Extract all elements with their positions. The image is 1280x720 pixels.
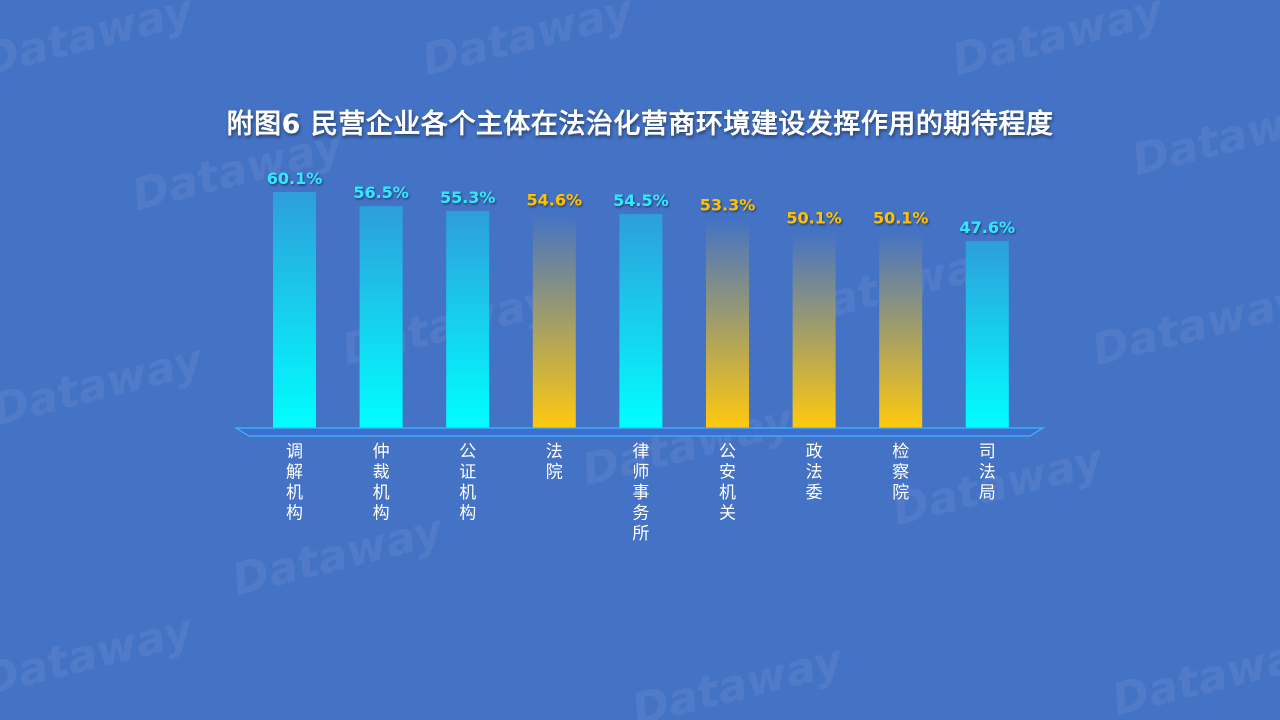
category-label-9: 司法局 [979, 442, 996, 503]
bar-2 [359, 206, 403, 428]
category-label-8: 检察院 [892, 442, 909, 503]
value-label-7: 50.1% [786, 208, 842, 227]
bar-6 [706, 218, 749, 428]
bar-7 [792, 231, 836, 428]
value-label-9: 47.6% [960, 218, 1016, 237]
value-label-1: 60.1% [267, 169, 323, 188]
chart-title: 附图6 民营企业各个主体在法治化营商环境建设发挥作用的期待程度 [226, 109, 1054, 140]
value-label-8: 50.1% [873, 208, 929, 227]
bar-4 [532, 213, 576, 428]
category-labels-group: 调解机构 仲裁机构 公证机构 法院 律师事务所 公安机关 政法委 检察院 司法局 [286, 442, 996, 544]
category-label-5: 律师事务所 [632, 442, 649, 544]
category-label-6: 公安机关 [719, 442, 736, 524]
bar-1 [273, 192, 316, 428]
value-label-6: 53.3% [700, 196, 756, 215]
value-label-3: 55.3% [440, 188, 496, 207]
category-label-1: 调解机构 [286, 442, 303, 524]
value-label-5: 54.5% [613, 191, 669, 210]
bar-3 [446, 210, 490, 428]
bar-5 [619, 214, 663, 428]
category-label-4: 法院 [546, 442, 563, 483]
bars-group [273, 192, 1009, 428]
bar-8 [879, 231, 923, 428]
value-label-2: 56.5% [353, 183, 409, 202]
value-label-4: 54.6% [527, 191, 583, 210]
value-labels-group: 60.1% 56.5% 55.3% 54.6% 54.5% 53.3% 50.1% 50.1%… [267, 169, 1015, 237]
category-label-3: 公证机构 [459, 442, 476, 524]
chart-base-platform [233, 427, 1046, 437]
category-label-7: 政法委 [806, 442, 823, 503]
category-label-2: 仲裁机构 [373, 442, 390, 524]
bar-9 [965, 241, 1009, 428]
